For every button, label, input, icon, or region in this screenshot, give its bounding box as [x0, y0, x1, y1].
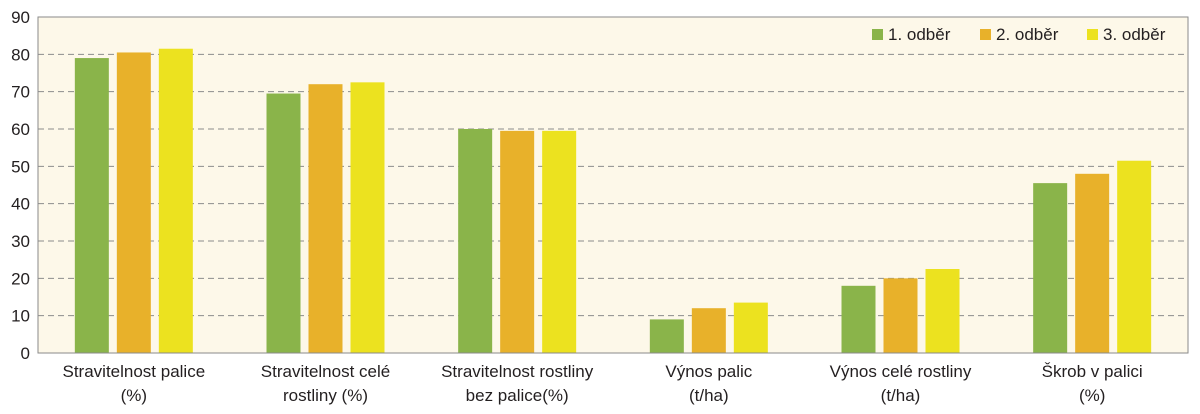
- bar: [350, 82, 385, 353]
- bar: [74, 58, 109, 354]
- legend-swatch: [980, 29, 991, 40]
- x-axis-labels: Stravitelnost palice (%) Stravitelnost cel…: [62, 362, 1142, 405]
- y-tick-label: 50: [11, 157, 30, 176]
- bar: [925, 269, 960, 353]
- bar: [158, 48, 193, 353]
- plot-area: [38, 17, 1188, 353]
- bar: [733, 302, 768, 353]
- legend-swatch: [872, 29, 883, 40]
- legend: 1. odběr 2. odběr 3. odběr: [872, 25, 1166, 44]
- x-category-label: (t/ha): [689, 386, 729, 405]
- legend-label: 1. odběr: [888, 25, 951, 44]
- bar: [266, 93, 301, 354]
- legend-swatch: [1087, 29, 1098, 40]
- x-category-label: rostliny (%): [283, 386, 368, 405]
- bar: [542, 130, 577, 353]
- gridlines: [38, 53, 1188, 317]
- legend-label: 3. odběr: [1103, 25, 1166, 44]
- y-tick-label: 70: [11, 83, 30, 102]
- x-category-label: Škrob v palici: [1042, 362, 1143, 381]
- bars: [74, 48, 1152, 354]
- y-tick-label: 90: [11, 8, 30, 27]
- y-tick-label: 20: [11, 269, 30, 288]
- bar: [116, 52, 151, 353]
- y-tick-label: 40: [11, 195, 30, 214]
- x-category-label: Výnos celé rostliny: [830, 362, 972, 381]
- y-tick-label: 80: [11, 45, 30, 64]
- bar: [691, 308, 726, 353]
- bar: [841, 285, 876, 353]
- plot-border: [37, 16, 1189, 354]
- bar: [883, 278, 918, 353]
- y-axis-ticks: 0 10 20 30 40 50 60 70 80 90: [11, 8, 30, 363]
- x-category-label: Stravitelnost palice: [62, 362, 205, 381]
- x-category-label: Stravitelnost celé: [261, 362, 390, 381]
- bar: [1033, 183, 1068, 353]
- bar: [500, 130, 535, 353]
- x-category-label: (%): [121, 386, 147, 405]
- y-tick-label: 30: [11, 232, 30, 251]
- bar: [458, 129, 493, 353]
- x-category-label: Výnos palic: [665, 362, 752, 381]
- y-tick-label: 10: [11, 307, 30, 326]
- x-category-label: (%): [1079, 386, 1105, 405]
- x-category-label: (t/ha): [881, 386, 921, 405]
- bar: [308, 84, 343, 353]
- bar: [649, 319, 684, 353]
- bar: [1117, 160, 1152, 353]
- y-tick-label: 0: [21, 344, 30, 363]
- bar: [1075, 173, 1110, 353]
- x-category-label: bez palice(%): [466, 386, 569, 405]
- x-category-label: Stravitelnost rostliny: [441, 362, 594, 381]
- legend-label: 2. odběr: [996, 25, 1059, 44]
- y-tick-label: 60: [11, 120, 30, 139]
